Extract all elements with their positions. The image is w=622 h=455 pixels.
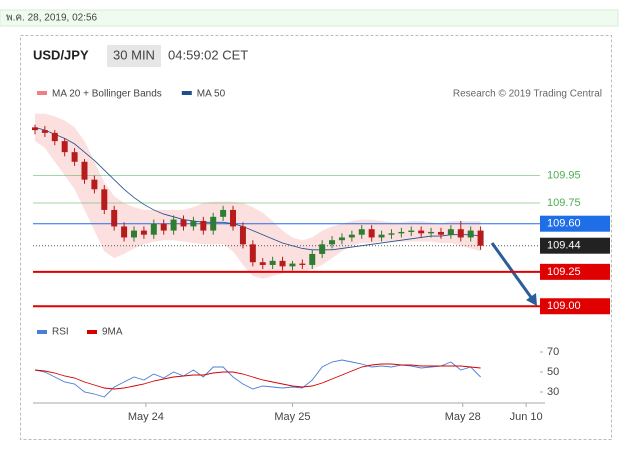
candle-body bbox=[477, 230, 484, 246]
top-bar bbox=[0, 9, 619, 27]
candle-body bbox=[239, 226, 246, 245]
legend-label: MA 20 + Bollinger Bands bbox=[52, 89, 162, 100]
candle-body bbox=[121, 226, 128, 238]
candle-body bbox=[81, 161, 88, 180]
time: 04:59:02 CET bbox=[168, 47, 248, 62]
candle-body bbox=[398, 231, 405, 234]
candle-body bbox=[437, 231, 444, 235]
candle-body bbox=[160, 223, 167, 231]
rsi-line bbox=[34, 363, 481, 390]
x-tick-label: Jun 10 bbox=[510, 411, 543, 423]
legend-swatch bbox=[87, 330, 97, 334]
level-label: 109.95 bbox=[547, 169, 581, 181]
legend-swatch bbox=[181, 91, 192, 95]
candle-body bbox=[31, 127, 38, 131]
candle-body bbox=[457, 229, 464, 238]
candle-body bbox=[71, 152, 78, 162]
candle-body bbox=[467, 230, 474, 238]
interval-box[interactable] bbox=[107, 45, 161, 67]
candle-body bbox=[368, 229, 375, 238]
candle-body bbox=[428, 231, 435, 234]
candle-body bbox=[140, 230, 147, 235]
level-label-box bbox=[540, 298, 610, 315]
candle-body bbox=[220, 209, 227, 217]
credit: Research © 2019 Trading Central bbox=[453, 89, 602, 100]
candle-body bbox=[299, 263, 306, 265]
rsi-tick-label: 30 bbox=[547, 386, 559, 398]
candle-body bbox=[61, 141, 68, 153]
candle-body bbox=[180, 219, 187, 227]
rsi-tick-label: 70 bbox=[547, 346, 559, 358]
candle-body bbox=[378, 234, 385, 238]
candle-body bbox=[111, 209, 118, 227]
rsi-tick-label: 50 bbox=[547, 366, 559, 378]
candle-body bbox=[200, 220, 207, 231]
level-label: 109.25 bbox=[547, 266, 581, 278]
candle-body bbox=[309, 253, 316, 265]
rsi-line bbox=[34, 359, 481, 398]
legend-swatch bbox=[37, 91, 47, 95]
level-label: 109.00 bbox=[547, 300, 581, 312]
candle-body bbox=[418, 230, 425, 234]
legend-label: MA 50 bbox=[197, 89, 226, 100]
x-tick-label: May 25 bbox=[274, 411, 310, 423]
candle-body bbox=[329, 240, 336, 245]
candle-body bbox=[170, 219, 177, 231]
x-tick-label: May 24 bbox=[128, 411, 164, 423]
legend-label: RSI bbox=[52, 327, 69, 338]
candle-body bbox=[249, 244, 256, 263]
candle-body bbox=[289, 263, 296, 267]
candle-body bbox=[190, 220, 197, 227]
candle-body bbox=[41, 130, 48, 133]
candle-body bbox=[358, 229, 365, 235]
panel bbox=[20, 35, 612, 440]
x-tick-label: May 28 bbox=[445, 411, 481, 423]
candle-body bbox=[319, 244, 326, 254]
level-label: 109.75 bbox=[547, 197, 581, 209]
candle-body bbox=[447, 229, 454, 235]
candle-body bbox=[150, 223, 157, 235]
candle-body bbox=[230, 209, 237, 227]
arrow-head bbox=[526, 293, 537, 306]
legend-label: 9MA bbox=[102, 327, 123, 338]
level-label-box bbox=[540, 237, 610, 254]
timestamp: พ.ค. 28, 2019, 02:56 bbox=[6, 13, 98, 24]
level-label-box bbox=[540, 215, 610, 232]
candle-body bbox=[348, 234, 355, 238]
candle-body bbox=[338, 237, 345, 241]
level-label-box bbox=[540, 263, 610, 280]
candle-body bbox=[388, 233, 395, 235]
candle-body bbox=[408, 230, 415, 232]
candle-body bbox=[131, 230, 138, 238]
candle-body bbox=[269, 260, 276, 265]
candle-body bbox=[91, 179, 98, 190]
candle-body bbox=[259, 262, 266, 265]
level-label: 109.60 bbox=[547, 218, 581, 230]
candle-body bbox=[210, 216, 217, 231]
interval[interactable]: 30 MIN bbox=[113, 47, 155, 62]
legend-swatch bbox=[37, 330, 47, 334]
candle-body bbox=[51, 132, 58, 142]
candle-body bbox=[279, 260, 286, 267]
symbol: USD/JPY bbox=[33, 47, 89, 62]
level-label: 109.44 bbox=[547, 240, 581, 252]
candle-body bbox=[101, 189, 108, 210]
ma50-line bbox=[34, 126, 481, 251]
